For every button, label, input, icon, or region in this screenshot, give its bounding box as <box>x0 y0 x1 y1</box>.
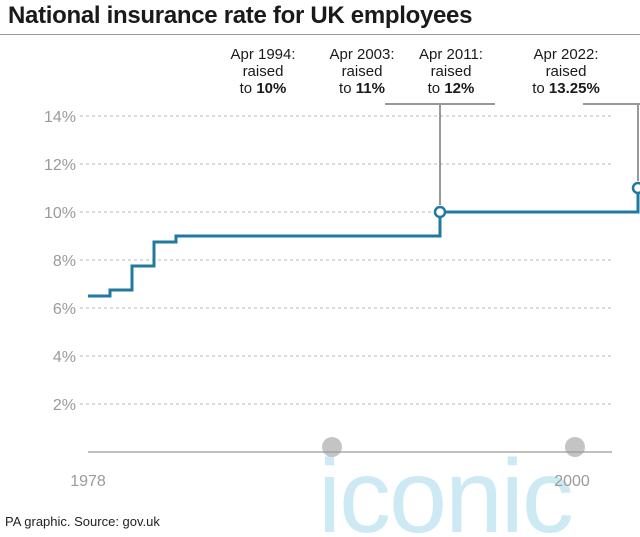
annotation-prefix: to <box>339 80 356 97</box>
annotation-line2: raised <box>242 63 284 80</box>
annotation-line2: raised <box>341 63 383 80</box>
annotation-prefix: to <box>239 80 257 97</box>
annotation-line2: raised <box>545 63 587 80</box>
y-tick-label: 4% <box>53 349 76 366</box>
y-tick-label: 12% <box>44 157 76 174</box>
y-tick-label: 8% <box>53 253 76 270</box>
annotation-line1: Apr 2003: <box>329 46 395 63</box>
data-point-marker <box>433 205 447 219</box>
rate-step-line <box>88 186 640 298</box>
annotation-line2: raised <box>430 63 472 80</box>
annotation-prefix: to <box>427 80 445 97</box>
annotation-2022: Apr 2022: raised to 13.25% <box>511 46 621 97</box>
y-tick-label: 6% <box>53 301 76 318</box>
watermark-dot <box>565 437 585 457</box>
x-tick-label: 1978 <box>70 473 106 490</box>
watermark-logo: iconic <box>318 439 572 537</box>
annotation-prefix: to <box>532 80 549 97</box>
source-note: PA graphic. Source: gov.uk <box>5 514 160 529</box>
annotation-2003: Apr 2003: raised to 11% <box>307 46 417 97</box>
annotation-line1: Apr 2022: <box>533 46 599 63</box>
title-rule <box>0 34 640 35</box>
annotation-value: 12% <box>444 80 475 97</box>
annotation-line1: Apr 2011: <box>419 46 483 63</box>
annotation-2011: Apr 2011: raised to 12% <box>396 46 506 97</box>
annotation-line1: Apr 1994: <box>230 46 296 63</box>
data-point-marker <box>631 181 640 195</box>
annotation-1994: Apr 1994: raised to 10% <box>208 46 318 97</box>
annotation-value: 10% <box>256 80 287 97</box>
annotation-value: 11% <box>355 80 385 97</box>
y-tick-label: 14% <box>44 109 76 126</box>
chart-title: National insurance rate for UK employees <box>8 2 473 29</box>
watermark-dot <box>322 437 342 457</box>
annotation-value: 13.25% <box>548 80 600 97</box>
y-tick-label: 2% <box>53 397 76 414</box>
y-tick-label: 10% <box>44 205 76 222</box>
x-tick-label: 2000 <box>554 473 590 490</box>
